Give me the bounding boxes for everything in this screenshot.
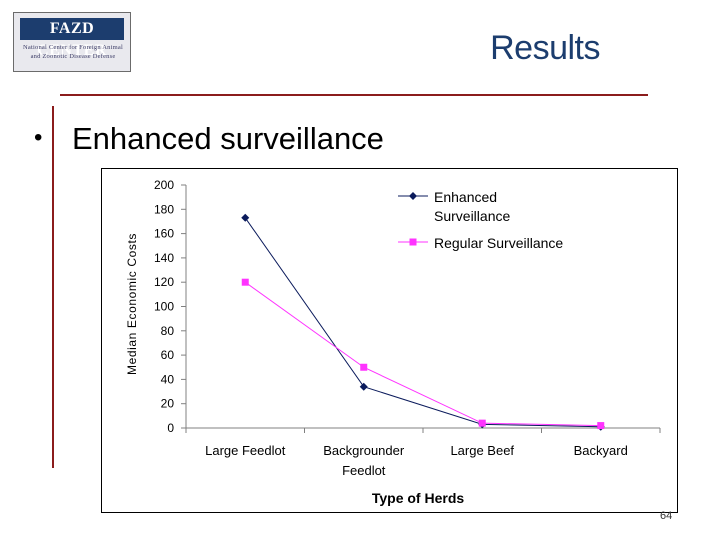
x-tick-label: Large Feedlot [205, 443, 286, 458]
page-number: 64 [660, 510, 673, 522]
slide-title: Results [490, 29, 600, 67]
y-tick-label: 60 [161, 348, 175, 362]
fazd-center-logo: FAZD CENTER National Center for Foreign … [13, 12, 131, 72]
legend-marker-enhanced [409, 192, 417, 200]
x-tick-label: Feedlot [342, 463, 386, 478]
y-tick-label: 160 [154, 227, 174, 241]
x-axis-title: Type of Herds [372, 490, 465, 506]
y-tick-label: 80 [161, 324, 175, 338]
y-tick-label: 120 [154, 275, 174, 289]
legend-label-2: Regular Surveillance [434, 235, 563, 251]
y-tick-label: 20 [161, 397, 175, 411]
data-point-enhanced [359, 382, 368, 391]
x-tick-label: Backyard [574, 443, 628, 458]
chart-frame [101, 168, 678, 513]
y-tick-label: 180 [154, 202, 174, 216]
x-tick-label: Large Beef [450, 443, 514, 458]
series-line-2 [244, 281, 601, 427]
legend-marker-regular [409, 238, 417, 246]
y-tick-label: 200 [154, 178, 174, 192]
bullet-dot-icon: • [34, 124, 43, 151]
bullet-text: Enhanced surveillance [72, 121, 384, 156]
side-divider [52, 106, 54, 468]
logo-subtitle-line2: and Zoonotic Disease Defense [30, 53, 116, 60]
series-line-1 [244, 217, 601, 428]
logo-subtitle-line1: National Center for Foreign Animal [23, 44, 123, 51]
y-tick-label: 0 [167, 421, 174, 435]
y-axis-title: Median Economic Costs [125, 233, 139, 375]
logo-subtitle: National Center for Foreign Animal and Z… [18, 43, 128, 61]
x-tick-label: Backgrounder [323, 443, 405, 458]
data-point-enhanced [241, 213, 250, 222]
data-point-regular [360, 363, 368, 371]
data-point-regular [597, 422, 605, 430]
legend-label-1: Surveillance [434, 208, 510, 224]
title-divider [60, 94, 648, 96]
data-point-regular [478, 419, 486, 427]
y-tick-label: 40 [161, 372, 175, 386]
logo-name: FAZD CENTER [20, 18, 124, 59]
y-tick-label: 140 [154, 251, 174, 265]
bullet-item: • Enhanced surveillance [34, 118, 384, 159]
legend-label-1: Enhanced [434, 189, 497, 205]
data-point-regular [241, 278, 249, 286]
y-tick-label: 100 [154, 300, 174, 314]
